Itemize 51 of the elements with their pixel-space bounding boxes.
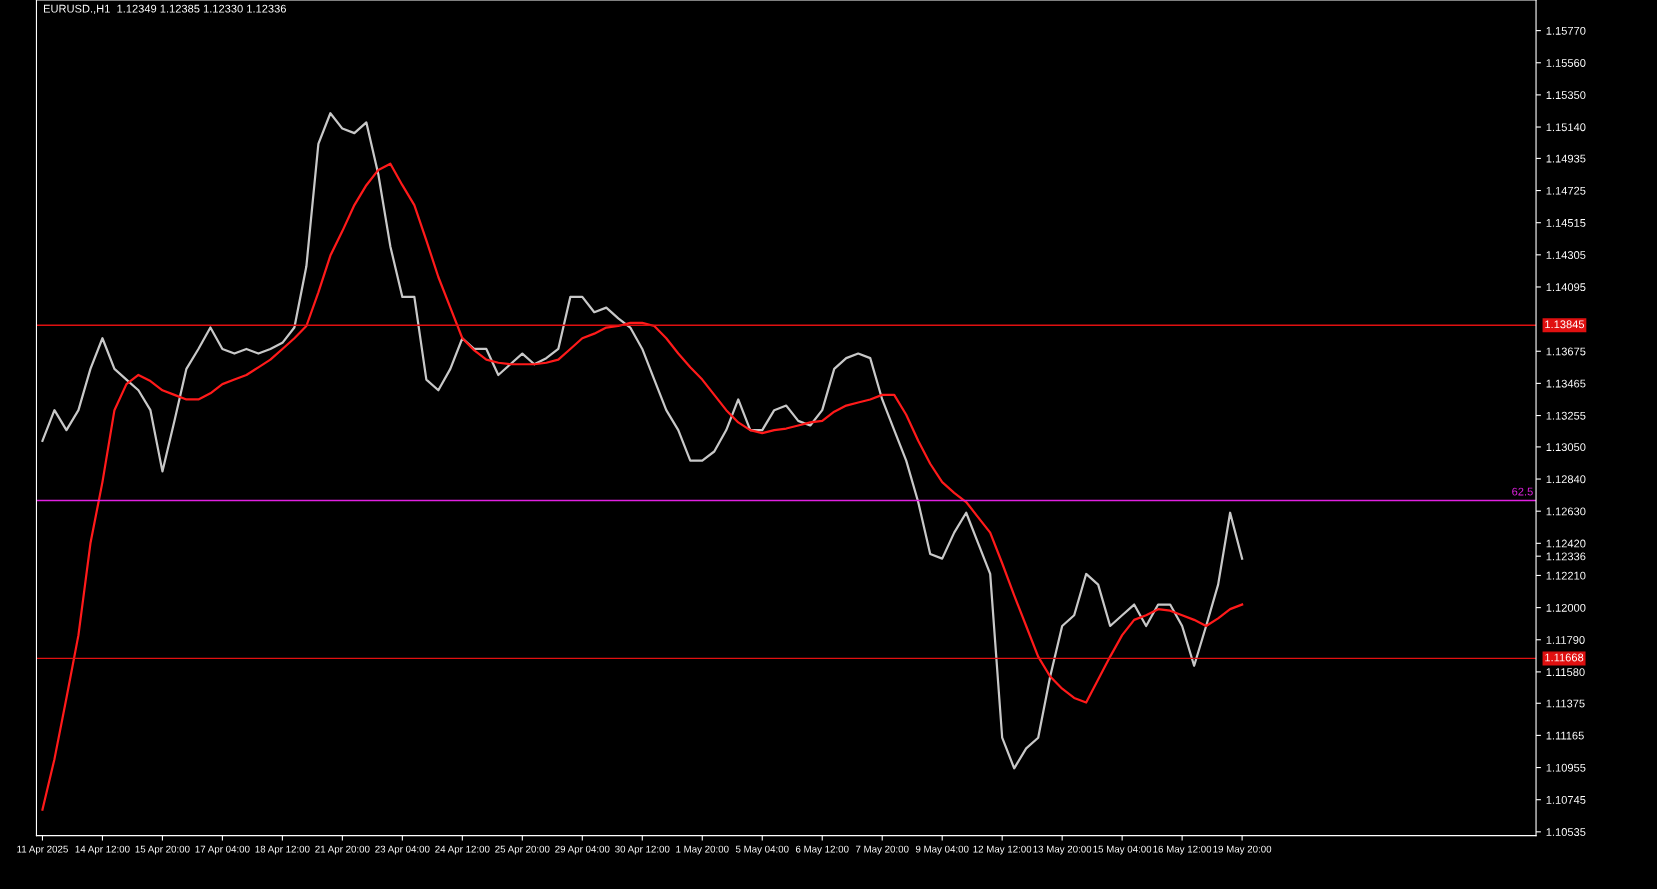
y-tick-label: 1.11375: [1546, 699, 1585, 708]
y-tick-label: 1.14305: [1546, 251, 1586, 259]
y-tick-label: 1.15140: [1546, 123, 1586, 132]
y-tick-label: 1.15350: [1546, 91, 1586, 100]
x-tick-label: 15 Apr 20:00: [135, 845, 190, 855]
y-tick-label: 1.14725: [1546, 186, 1586, 195]
x-tick-label: 1 May 20:00: [676, 845, 729, 855]
x-tick-label: 13 May 20:00: [1033, 845, 1092, 855]
y-tick-label: 1.12000: [1546, 603, 1586, 612]
x-tick-label: 25 Apr 20:00: [495, 845, 550, 855]
y-tick-label: 1.13465: [1546, 379, 1586, 388]
x-tick-label: 18 Apr 12:00: [255, 845, 310, 855]
x-tick-label: 21 Apr 20:00: [315, 845, 370, 855]
y-tick-label: 1.12336: [1546, 552, 1586, 561]
x-tick-label: 16 May 12:00: [1153, 845, 1212, 855]
y-tick-label: 1.12630: [1546, 507, 1586, 516]
y-tick-label: 1.13050: [1546, 443, 1586, 452]
y-tick-label: 1.12210: [1546, 571, 1586, 580]
y-tick-label: 1.15560: [1546, 59, 1586, 67]
y-tick-label: 1.11580: [1546, 668, 1585, 677]
y-tick-label: 1.14935: [1546, 154, 1586, 163]
y-tick-label: 1.11790: [1546, 636, 1585, 644]
x-tick-label: 5 May 04:00: [735, 845, 789, 855]
y-tick-label: 1.10955: [1546, 763, 1586, 772]
y-tick-label: 1.12840: [1546, 475, 1586, 484]
x-tick-label: 24 Apr 12:00: [435, 845, 490, 855]
ref-line-label: 1.13845: [1545, 320, 1585, 329]
y-tick-label: 1.13255: [1546, 411, 1586, 420]
y-tick-label: 1.11165: [1546, 731, 1584, 740]
y-tick-label: 1.14515: [1546, 219, 1586, 227]
x-tick-label: 30 Apr 12:00: [615, 845, 670, 855]
x-tick-label: 6 May 12:00: [795, 845, 849, 855]
x-tick-label: 12 May 12:00: [973, 845, 1032, 855]
ref-line-label: 1.11668: [1545, 653, 1584, 662]
x-tick-label: 19 May 20:00: [1213, 845, 1272, 855]
annotation: 62.5: [1512, 487, 1533, 496]
x-tick-label: 7 May 20:00: [855, 845, 909, 855]
x-tick-label: 17 Apr 04:00: [195, 845, 250, 855]
x-tick-label: 15 May 04:00: [1093, 845, 1152, 855]
y-tick-label: 1.10535: [1546, 828, 1586, 836]
x-tick-label: 29 Apr 04:00: [555, 845, 610, 855]
y-tick-label: 1.12420: [1546, 539, 1586, 548]
y-tick-label: 1.15770: [1546, 26, 1586, 35]
x-tick-label: 9 May 04:00: [915, 845, 969, 855]
x-tick-label: 11 Apr 2025: [17, 845, 68, 855]
x-tick-label: 14 Apr 12:00: [75, 845, 130, 855]
chart-title: EURUSD.,H1 1.12349 1.12385 1.12330 1.12336: [43, 4, 286, 14]
y-tick-label: 1.13675: [1546, 347, 1586, 356]
y-tick-label: 1.10745: [1546, 795, 1586, 804]
x-tick-label: 23 Apr 04:00: [375, 845, 430, 855]
y-tick-label: 1.14095: [1546, 283, 1586, 292]
